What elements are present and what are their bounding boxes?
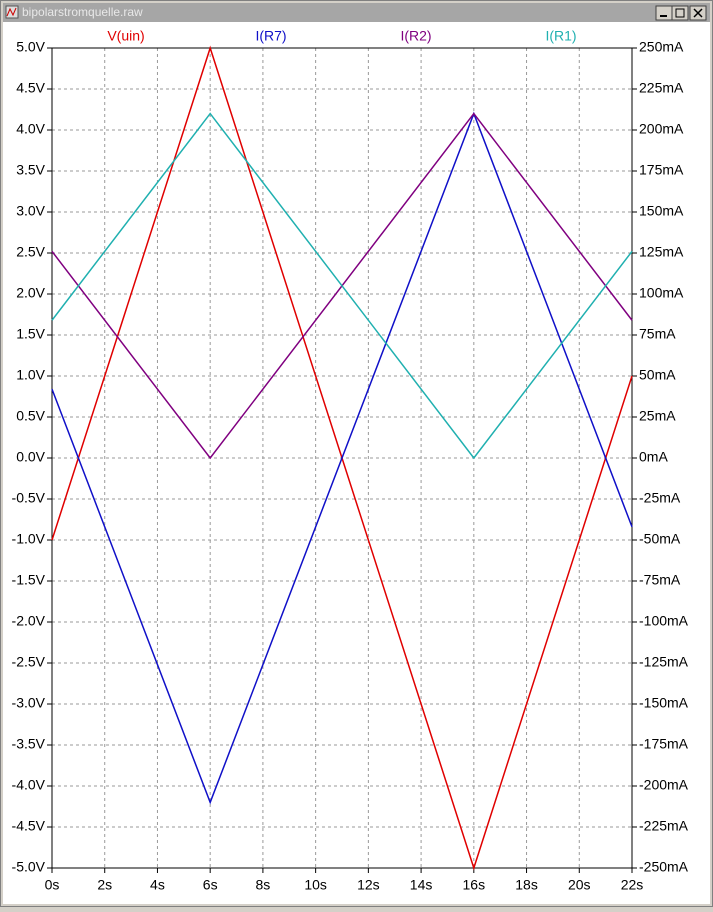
- y2-tick-label: -50mA: [639, 531, 681, 547]
- y2-tick-label: -200mA: [639, 777, 689, 793]
- y-tick-label: 0.5V: [16, 408, 45, 424]
- y-tick-label: -2.0V: [12, 613, 46, 629]
- y-tick-label: 4.5V: [16, 80, 45, 96]
- x-tick-label: 14s: [410, 877, 433, 893]
- y-tick-label: 2.0V: [16, 285, 45, 301]
- y-tick-label: -4.0V: [12, 777, 46, 793]
- y2-tick-label: 100mA: [639, 285, 684, 301]
- chart: 0s 2s 4s 6s 8s 10s 12s 14s 16s 18s 20s 22s 5.0V 4.5V 4…: [12, 28, 689, 893]
- y2-tick-label: 250mA: [639, 39, 684, 55]
- minimize-button[interactable]: [655, 5, 673, 21]
- y2-tick-label: -100mA: [639, 613, 689, 629]
- y-tick-label: 4.0V: [16, 121, 45, 137]
- maximize-button[interactable]: [671, 5, 689, 21]
- y2-tick-label: 125mA: [639, 244, 684, 260]
- y-tick-label: -5.0V: [12, 859, 46, 875]
- plot-frame: [51, 47, 633, 869]
- y-tick-label: -4.5V: [12, 818, 46, 834]
- plot-pane: [3, 22, 710, 904]
- x-tick-label: 12s: [357, 877, 380, 893]
- y2-tick-label: -25mA: [639, 490, 681, 506]
- y-tick-label: -3.5V: [12, 736, 46, 752]
- window-title: bipolarstromquelle.raw: [22, 5, 143, 19]
- y2-tick-label: 50mA: [639, 367, 676, 383]
- maximize-glyph: [675, 8, 685, 18]
- legend-label: I(R2): [400, 28, 431, 44]
- y2-tick-label: 175mA: [639, 162, 684, 178]
- x-tick-label: 16s: [463, 877, 486, 893]
- y-tick-label: 1.0V: [16, 367, 45, 383]
- y2-tick-label: -250mA: [639, 859, 689, 875]
- y2-tick-label: 0mA: [639, 449, 668, 465]
- y2-tick-label: 200mA: [639, 121, 684, 137]
- y-tick-label: -3.0V: [12, 695, 46, 711]
- window-icon-glyph: [6, 7, 17, 17]
- y-tick-label: 3.0V: [16, 203, 45, 219]
- y2-tick-label: 25mA: [639, 408, 676, 424]
- y2-tick-label: 225mA: [639, 80, 684, 96]
- y2-tick-label: 150mA: [639, 203, 684, 219]
- y-tick-label: -0.5V: [12, 490, 46, 506]
- x-tick-label: 4s: [150, 877, 165, 893]
- y-tick-label: 0.0V: [16, 449, 45, 465]
- y-tick-label: -1.0V: [12, 531, 46, 547]
- x-tick-label: 2s: [97, 877, 112, 893]
- y2-tick-label: -75mA: [639, 572, 681, 588]
- x-tick-label: 20s: [568, 877, 591, 893]
- x-tick-label: 6s: [203, 877, 218, 893]
- x-tick-label: 18s: [515, 877, 538, 893]
- series-line: [51, 112, 633, 460]
- y2-tick-label: -225mA: [639, 818, 689, 834]
- legend-label: I(R1): [545, 28, 576, 44]
- x-tick-label: 22s: [621, 877, 644, 893]
- x-tick-label: 10s: [304, 877, 327, 893]
- x-tick-label: 8s: [256, 877, 271, 893]
- series-line: [51, 111, 633, 805]
- y-tick-label: 5.0V: [16, 39, 45, 55]
- close-glyph: [693, 8, 703, 18]
- y-tick-label: -2.5V: [12, 654, 46, 670]
- y2-tick-label: -150mA: [639, 695, 689, 711]
- y2-tick-label: -175mA: [639, 736, 689, 752]
- y2-tick-label: -125mA: [639, 654, 689, 670]
- window-buttons: [655, 5, 707, 21]
- legend-label: I(R7): [255, 28, 286, 44]
- y-tick-label: 3.5V: [16, 162, 45, 178]
- title-bar: [3, 3, 710, 22]
- y2-tick-label: 75mA: [639, 326, 676, 342]
- y-tick-label: 1.5V: [16, 326, 45, 342]
- legend-label: V(uin): [107, 28, 144, 44]
- x-tick-label: 0s: [45, 877, 60, 893]
- y-tick-label: -1.5V: [12, 572, 46, 588]
- y-tick-label: 2.5V: [16, 244, 45, 260]
